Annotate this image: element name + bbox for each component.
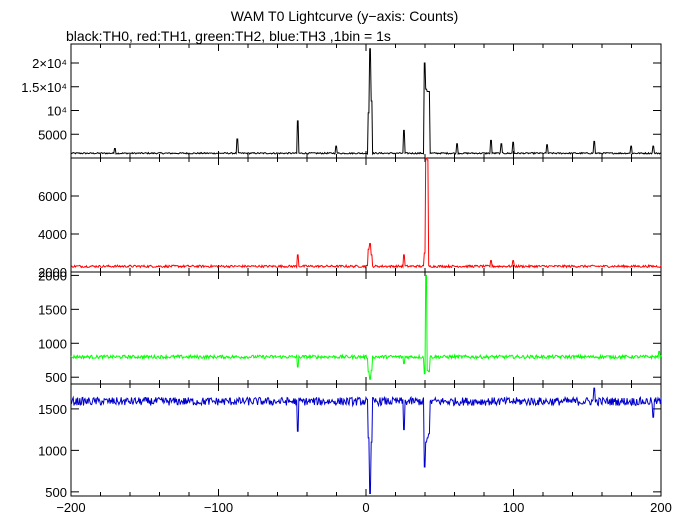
panel-3-ytick-label: 2000 <box>38 268 67 283</box>
x-tick-label: 0 <box>362 500 369 515</box>
panel-4-ytick-label: 1500 <box>38 402 67 417</box>
x-tick-label: 200 <box>650 500 672 515</box>
panel-4-ytick-label: 1000 <box>38 443 67 458</box>
panel-2-frame <box>70 157 662 273</box>
panel-2-ytick-label: 2000 <box>38 265 67 280</box>
panel-1-ytick-label: 2×10⁴ <box>32 56 67 71</box>
panel-1-series-line <box>70 48 662 156</box>
panel-1-ytick-label: 5000 <box>38 127 67 142</box>
panel-2-ytick-label: 4000 <box>38 227 67 242</box>
chart-subtitle: black:TH0, red:TH1, green:TH2, blue:TH3 … <box>66 28 391 44</box>
panel-4-series-line <box>70 387 662 494</box>
chart-title: WAM T0 Lightcurve (y−axis: Counts) <box>230 8 459 24</box>
panel-1-frame <box>70 43 662 159</box>
x-tick-label: −200 <box>56 500 85 515</box>
x-tick-label: −100 <box>204 500 233 515</box>
panel-3-ytick-label: 1000 <box>38 336 67 351</box>
panel-3-ytick-label: 500 <box>45 370 67 385</box>
panel-3-series-line <box>70 274 662 380</box>
panel-3-frame <box>70 271 662 385</box>
panel-2-series-line <box>70 157 662 270</box>
panel-1-ytick-label: 10⁴ <box>47 104 67 119</box>
panel-3-ytick-label: 1500 <box>38 302 67 317</box>
panel-2-ytick-label: 6000 <box>38 189 67 204</box>
x-tick-label: 100 <box>503 500 525 515</box>
panel-1-ytick-label: 1.5×10⁴ <box>21 80 67 95</box>
panel-4-ytick-label: 500 <box>45 485 67 500</box>
